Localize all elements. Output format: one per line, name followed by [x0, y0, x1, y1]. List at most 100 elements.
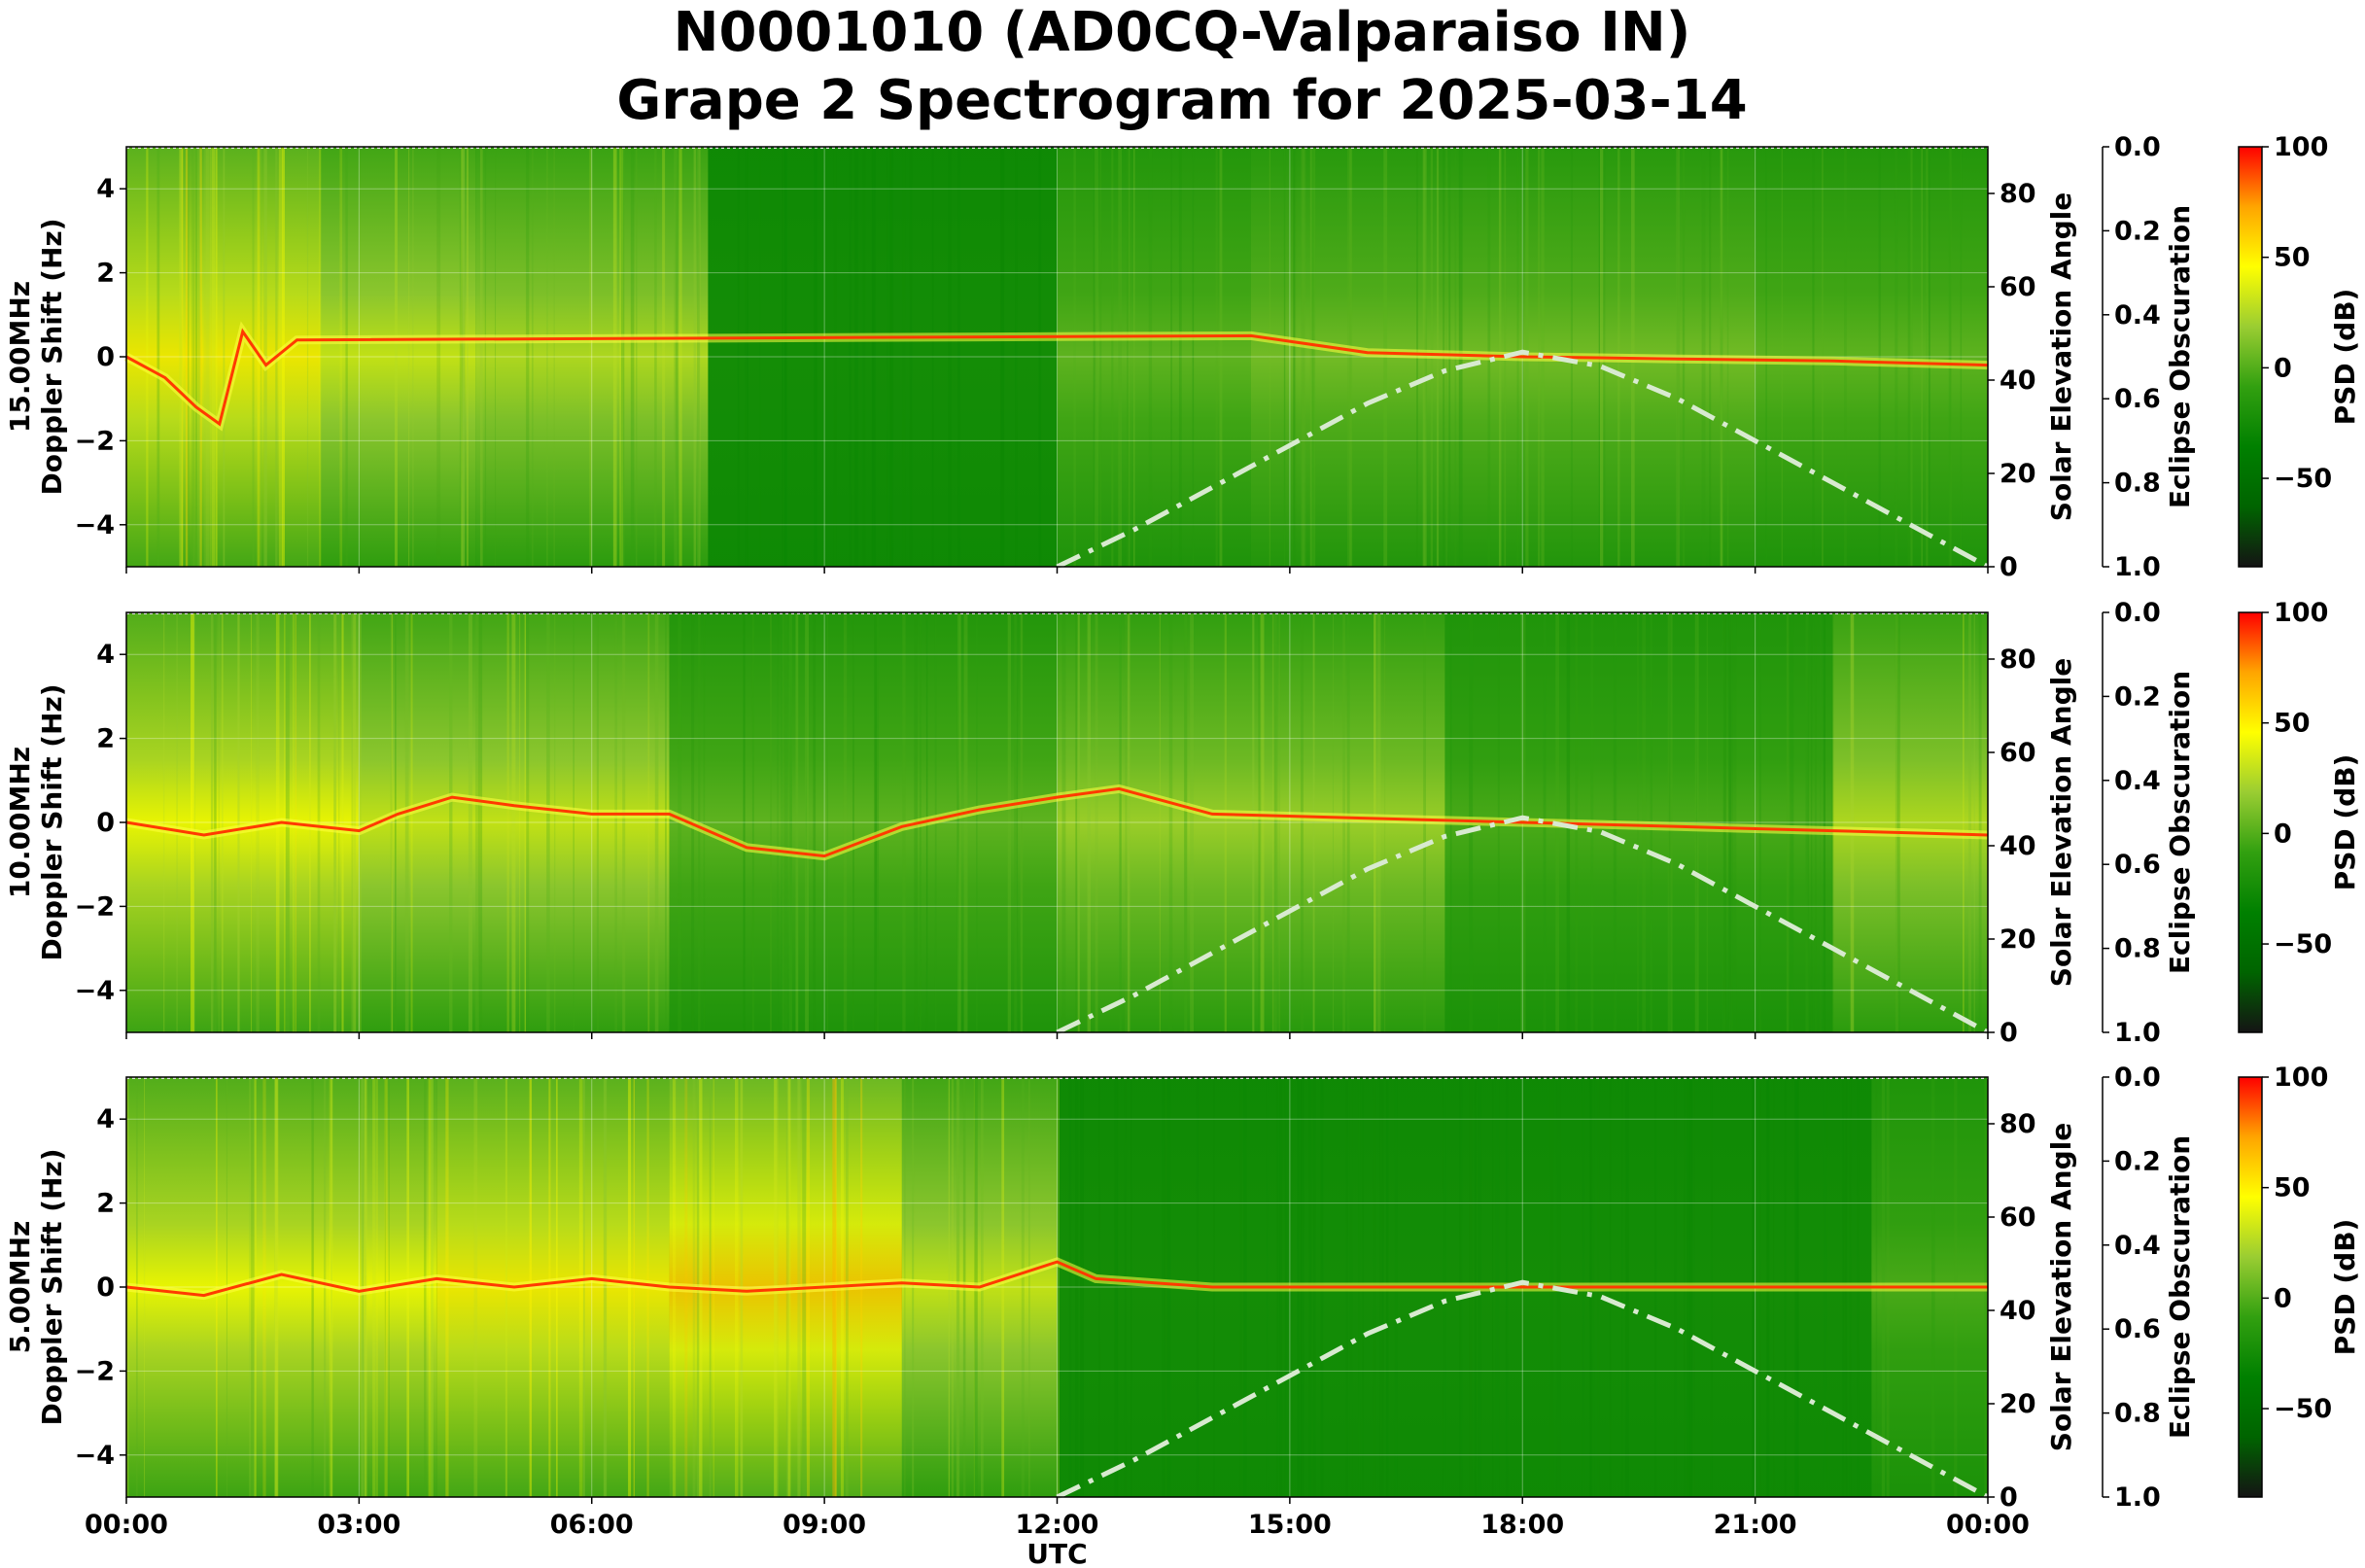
- streak: [1758, 612, 1761, 1032]
- streak: [524, 612, 526, 1032]
- streak: [1300, 612, 1304, 1032]
- elevation-tick-label: 20: [2000, 459, 2036, 489]
- eclipse-tick-label: 1.0: [2114, 1018, 2161, 1048]
- streak: [1170, 147, 1172, 567]
- streak: [743, 612, 746, 1032]
- streak: [1132, 147, 1135, 567]
- streak: [614, 612, 618, 1032]
- streak: [203, 147, 206, 567]
- activity-band: [126, 147, 321, 567]
- eclipse-obscuration-label: Eclipse Obscuration: [2164, 1135, 2196, 1439]
- eclipse-tick-label: 0.0: [2114, 598, 2161, 628]
- eclipse-tick-label: 0.8: [2114, 469, 2161, 499]
- solar-elevation-curve: [1056, 349, 1990, 570]
- streak: [467, 147, 469, 567]
- x-tick-label: 09:00: [783, 1510, 866, 1540]
- streak: [620, 147, 625, 567]
- streak: [795, 612, 799, 1032]
- streak: [410, 612, 413, 1032]
- streak: [195, 147, 197, 567]
- activity-band: [669, 612, 1058, 1032]
- streak: [1192, 147, 1195, 567]
- x-tick-label: 21:00: [1714, 1510, 1797, 1540]
- streak: [805, 612, 810, 1032]
- y-tick-label: −2: [75, 426, 115, 456]
- streak: [468, 612, 472, 1032]
- streak: [862, 147, 866, 567]
- streak: [647, 612, 650, 1032]
- streak: [1015, 147, 1018, 567]
- colorbar-tick-label: 0: [2274, 819, 2292, 849]
- streak: [436, 147, 441, 567]
- streak: [674, 147, 678, 567]
- figure-title-line1: N0001010 (AD0CQ-Valparaiso IN): [674, 1, 1691, 64]
- streak: [833, 147, 837, 567]
- streak: [654, 612, 659, 1032]
- streak: [1895, 147, 1898, 567]
- streak: [1723, 612, 1726, 1032]
- y-axis-label-doppler: Doppler Shift (Hz): [36, 218, 68, 495]
- streak: [583, 1077, 585, 1497]
- streak: [428, 1077, 432, 1497]
- streak: [431, 1077, 434, 1497]
- streak: [963, 612, 968, 1032]
- streak: [1016, 612, 1019, 1032]
- streak: [404, 612, 409, 1032]
- streak: [1252, 612, 1255, 1032]
- streak: [1347, 147, 1351, 567]
- y-tick-label: −2: [75, 1356, 115, 1386]
- streak: [391, 612, 394, 1032]
- streak: [479, 147, 483, 567]
- streak: [191, 147, 194, 567]
- streak: [1087, 612, 1091, 1032]
- solar-elevation-label: Solar Elevation Angle: [2045, 192, 2077, 521]
- streak: [1968, 612, 1971, 1032]
- streak: [197, 147, 200, 567]
- streak: [251, 1077, 255, 1497]
- streak: [1190, 612, 1195, 1032]
- streak: [630, 147, 635, 567]
- streak: [1312, 612, 1315, 1032]
- y-axis-label-frequency: 15.00MHz: [4, 281, 36, 433]
- streak: [215, 147, 218, 567]
- streak: [589, 147, 593, 567]
- carrier-trace: [125, 786, 1989, 858]
- streak: [874, 612, 877, 1032]
- streak: [157, 147, 160, 567]
- y-tick-label: 0: [96, 808, 115, 838]
- colorbar-tick-label: 0: [2274, 1283, 2292, 1313]
- x-tick-label: 15:00: [1248, 1510, 1332, 1540]
- streak: [1332, 612, 1334, 1032]
- y-axis-label-frequency: 10.00MHz: [4, 747, 36, 898]
- streak: [1099, 147, 1102, 567]
- streak: [526, 147, 530, 567]
- streak: [662, 147, 666, 567]
- streak: [353, 612, 357, 1032]
- streak: [1960, 147, 1963, 567]
- streak: [1831, 612, 1834, 1032]
- streak: [1215, 147, 1218, 567]
- colorbar-tick-label: −50: [2274, 1394, 2332, 1424]
- streak: [187, 147, 190, 567]
- streak: [1276, 612, 1278, 1032]
- colorbar-tick-label: 50: [2274, 709, 2311, 739]
- y-axis-label-doppler: Doppler Shift (Hz): [36, 1148, 68, 1425]
- streak: [902, 147, 906, 567]
- x-tick-label: 00:00: [85, 1510, 168, 1540]
- streak: [1075, 612, 1078, 1032]
- eclipse-tick-label: 0.4: [2114, 300, 2161, 331]
- streak: [255, 1077, 257, 1497]
- streak: [1038, 147, 1041, 567]
- panel-5MHz: 420−2−45.00MHz Doppler Shift (Hz)02040608…: [4, 1063, 2361, 1568]
- streak: [1080, 1077, 1084, 1497]
- streak: [218, 612, 221, 1032]
- streak: [1095, 147, 1098, 567]
- streak: [1027, 1077, 1030, 1497]
- streak: [1731, 612, 1734, 1032]
- streak: [1039, 147, 1042, 567]
- eclipse-tick-label: 0.2: [2114, 681, 2161, 712]
- streak: [1695, 612, 1697, 1032]
- streak: [1728, 612, 1731, 1032]
- eclipse-obscuration-label: Eclipse Obscuration: [2164, 205, 2196, 508]
- streak: [339, 147, 343, 567]
